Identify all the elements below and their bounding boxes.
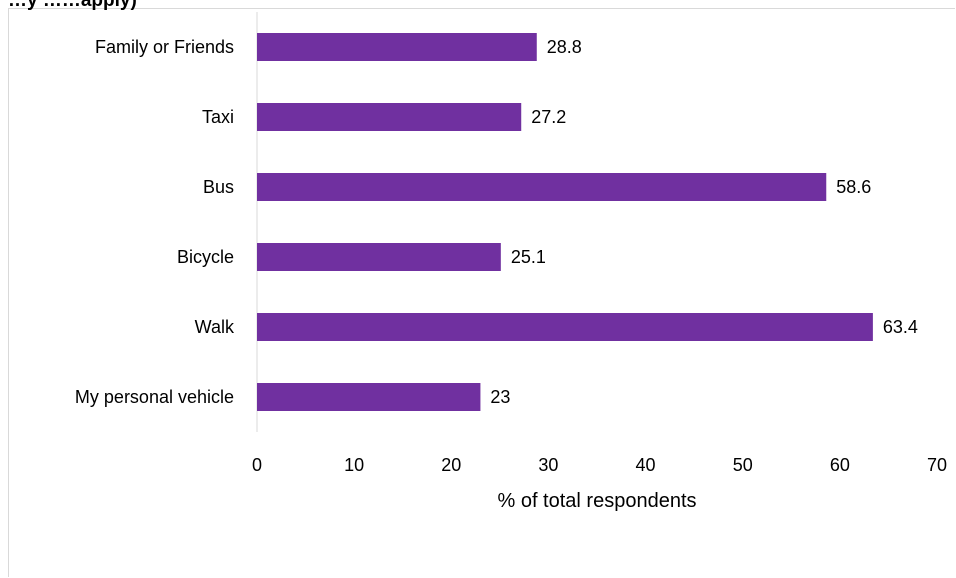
x-tick-label: 60 bbox=[830, 455, 850, 475]
x-tick-label: 20 bbox=[441, 455, 461, 475]
category-label: Taxi bbox=[202, 107, 234, 127]
x-tick-label: 40 bbox=[636, 455, 656, 475]
bar bbox=[257, 103, 522, 131]
data-label: 25.1 bbox=[511, 247, 546, 267]
bar bbox=[257, 173, 827, 201]
category-label: Walk bbox=[195, 317, 235, 337]
x-tick-label: 10 bbox=[344, 455, 364, 475]
x-tick-label: 70 bbox=[927, 455, 947, 475]
data-label: 58.6 bbox=[836, 177, 871, 197]
chart-frame bbox=[8, 8, 955, 577]
x-tick-label: 30 bbox=[538, 455, 558, 475]
x-tick-labels: 0 10 20 30 40 50 60 70 bbox=[252, 455, 947, 475]
chart-title-clipped: …y ……apply) bbox=[8, 0, 137, 11]
bar bbox=[257, 33, 537, 61]
labels-layer: Family or Friends 28.8 Taxi 27.2 Bus 58.6 Bicy… bbox=[75, 37, 918, 407]
data-label: 63.4 bbox=[883, 317, 918, 337]
data-label: 28.8 bbox=[547, 37, 582, 57]
category-label: My personal vehicle bbox=[75, 387, 234, 407]
bars-layer bbox=[257, 33, 873, 411]
category-label: Bicycle bbox=[177, 247, 234, 267]
data-label: 23 bbox=[490, 387, 510, 407]
x-tick-label: 50 bbox=[733, 455, 753, 475]
category-label: Family or Friends bbox=[95, 37, 234, 57]
category-label: Bus bbox=[203, 177, 234, 197]
bar bbox=[257, 383, 481, 411]
x-axis-title: % of total respondents bbox=[497, 490, 696, 512]
bar bbox=[257, 243, 501, 271]
bar bbox=[257, 313, 873, 341]
x-tick-label: 0 bbox=[252, 455, 262, 475]
data-label: 27.2 bbox=[531, 107, 566, 127]
